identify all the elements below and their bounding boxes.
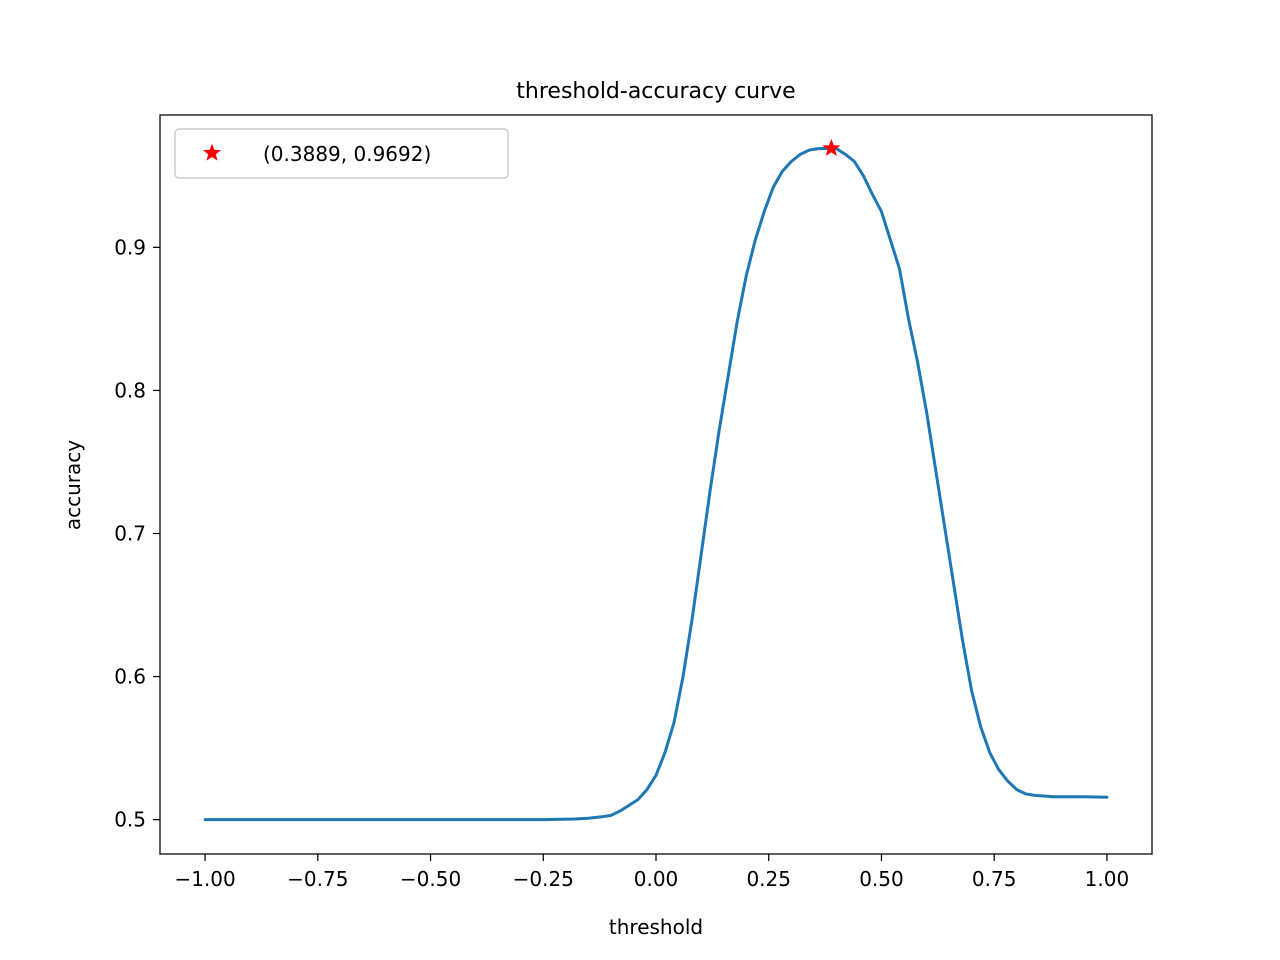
x-tick-label: 0.50 — [859, 867, 904, 891]
accuracy-curve — [203, 146, 1109, 822]
x-tick-label: −1.00 — [174, 867, 235, 891]
legend-label: (0.3889, 0.9692) — [263, 142, 431, 166]
chart-title: threshold-accuracy curve — [516, 79, 795, 104]
x-tick-label: −0.50 — [400, 867, 461, 891]
series-layer — [203, 138, 1109, 822]
x-tick-label: −0.25 — [513, 867, 574, 891]
x-axis-label: threshold — [609, 915, 703, 939]
x-tick-label: 0.75 — [972, 867, 1017, 891]
legend-box — [174, 128, 509, 179]
best-threshold-star — [822, 138, 841, 156]
plot-frame — [159, 114, 1153, 855]
y-tick-label: 0.8 — [114, 378, 146, 402]
legend-star-marker — [203, 143, 221, 161]
x-tick-label: 1.00 — [1085, 867, 1130, 891]
x-tick-label: 0.25 — [746, 867, 791, 891]
y-tick-label: 0.7 — [114, 522, 146, 546]
y-tick-label: 0.5 — [114, 808, 146, 832]
y-ticks: 0.5 0.6 0.7 0.8 0.9 — [114, 235, 160, 832]
y-axis-label: accuracy — [61, 440, 85, 530]
y-tick-label: 0.9 — [114, 235, 146, 259]
x-ticks: −1.00 −0.75 −0.50 −0.25 0.00 0.25 0.50 0.75 1.00 — [174, 854, 1129, 891]
legend: (0.3889, 0.9692) — [174, 128, 509, 179]
x-tick-label: −0.75 — [287, 867, 348, 891]
x-tick-label: 0.00 — [634, 867, 679, 891]
y-tick-label: 0.6 — [114, 665, 146, 689]
